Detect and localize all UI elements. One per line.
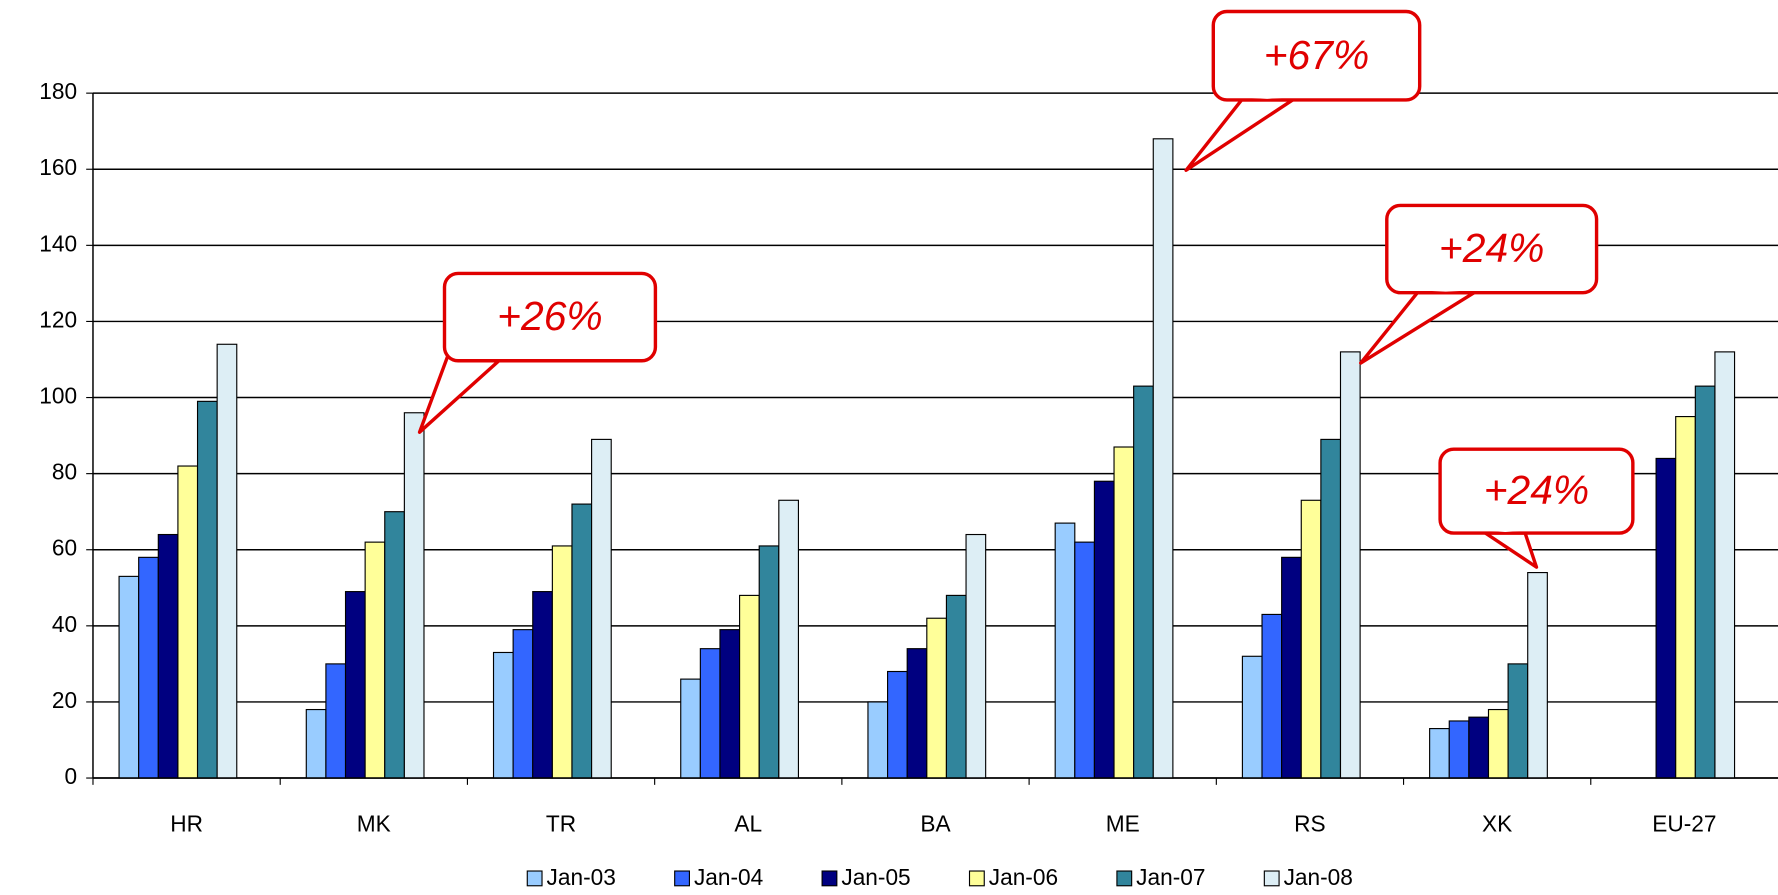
bar [1261,613,1283,779]
y-tick-label: 160 [39,154,77,180]
bar [196,400,218,779]
callout-box [1438,447,1635,535]
bar [1429,728,1450,779]
bar [1339,351,1361,779]
bar [1468,716,1490,779]
bar [177,465,199,779]
bar [1054,522,1076,779]
y-tick-label: 20 [52,687,77,713]
legend-swatch [1263,870,1280,887]
bar [118,575,140,779]
bar [926,617,947,779]
bar [1694,385,1716,779]
x-tick-label: BA [920,811,951,837]
x-tick-label: RS [1294,811,1325,837]
bar [778,499,800,779]
callout-box [1211,9,1422,102]
bar [906,648,928,779]
bar [344,591,366,779]
bar [403,412,425,779]
bar [1093,480,1115,779]
bar [1133,385,1154,779]
y-tick-label: 180 [39,78,77,104]
y-tick-label: 40 [52,611,77,637]
bar [157,533,179,779]
legend-swatch [674,870,690,887]
legend-label: Jan-04 [694,864,763,890]
y-tick-label: 100 [39,383,77,409]
bar [325,663,347,779]
x-tick-label: HR [170,811,203,837]
callout-text: +67% [1264,32,1370,78]
callout-text: +24% [1439,225,1545,271]
bar [945,594,967,779]
bar [739,594,760,779]
legend-label: Jan-05 [841,864,910,890]
callout-box [1385,203,1599,295]
callout-box [442,271,658,363]
legend-label: Jan-08 [1284,864,1353,890]
bar [1507,663,1529,779]
bar [532,591,553,779]
bar [1448,720,1470,779]
bar [1113,446,1135,779]
bar [887,670,908,779]
legend-label: Jan-06 [989,864,1058,890]
y-tick-label: 80 [52,459,77,485]
legend-swatch [821,870,838,887]
y-tick-label: 140 [39,230,77,256]
bar [758,545,780,779]
bar [699,648,721,779]
bar [1675,416,1696,779]
bar [1300,499,1322,779]
bar [1281,556,1302,779]
bar [719,629,741,779]
bar [1152,138,1174,779]
bar [965,533,987,779]
y-tick-label: 60 [52,535,77,561]
bar [492,651,514,779]
callout-tail-cover [1245,97,1290,99]
callout-tail [1184,98,1295,172]
bar [680,678,701,779]
callout-tail-cover [1488,530,1522,532]
bar [1074,541,1095,779]
bar [1655,457,1677,779]
bar [216,343,238,779]
callout-text: +24% [1484,467,1590,513]
bar [364,541,386,779]
bar [1320,438,1342,779]
bar [1714,351,1736,779]
x-tick-label: EU-27 [1652,811,1716,837]
bar [551,545,573,779]
legend-label: Jan-03 [547,864,616,890]
x-tick-label: XK [1482,811,1512,837]
y-tick-label: 0 [64,763,77,789]
x-tick-label: MK [357,811,391,837]
bar [512,629,534,779]
x-tick-label: AL [734,811,762,837]
bar [1241,655,1263,779]
callout-tail [1359,291,1476,365]
bar [867,701,889,779]
callout-text: +26% [497,293,603,339]
bar [1527,572,1548,779]
y-tick-label: 120 [39,306,77,332]
bar [591,438,612,779]
legend-swatch [1116,870,1133,887]
x-tick-label: ME [1106,811,1140,837]
legend-swatch [968,870,985,887]
bar [571,503,593,779]
bar [138,556,159,779]
x-tick-label: TR [546,811,576,837]
legend-label: Jan-07 [1136,864,1205,890]
bar [305,708,327,779]
bar [1487,708,1509,779]
legend-swatch [526,870,543,887]
callout-tail-cover [1420,290,1471,292]
bar [384,511,405,779]
